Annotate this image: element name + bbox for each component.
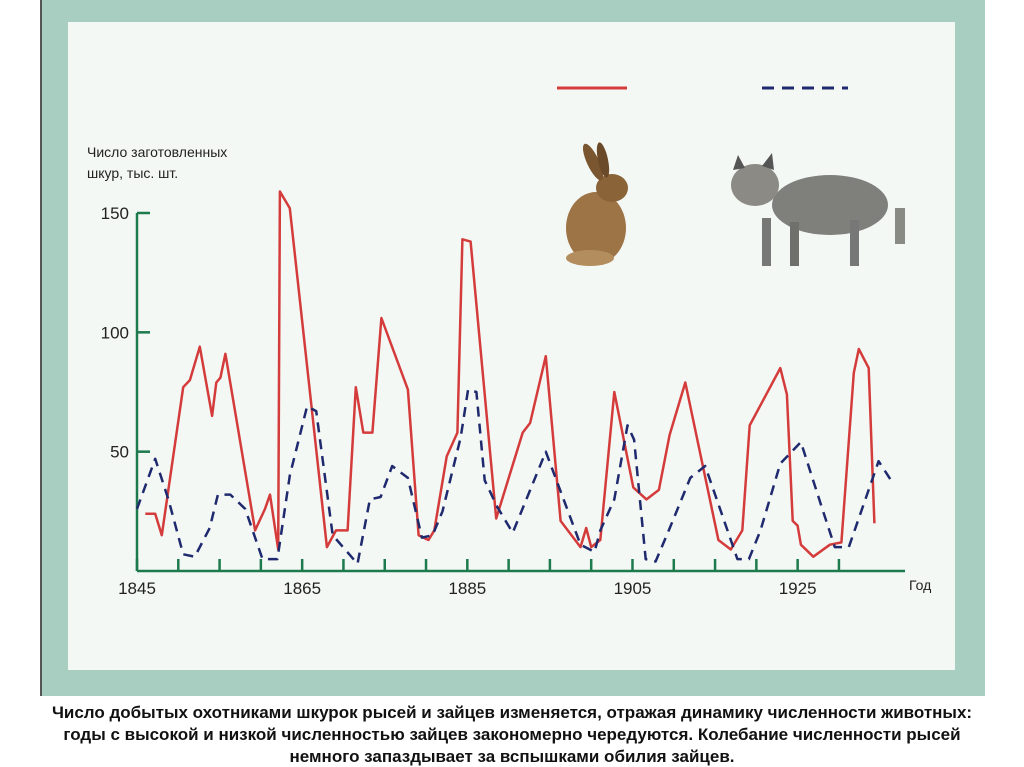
- hare-picture: [566, 142, 628, 266]
- y-tick-label: 150: [101, 204, 129, 223]
- y-tick-label: 100: [101, 323, 129, 342]
- x-tick-label: 1865: [283, 579, 321, 598]
- y-axis-label: шкур, тыс. шт.: [87, 165, 178, 181]
- x-tick-label: 1845: [118, 579, 156, 598]
- series-line: [135, 388, 894, 566]
- x-tick-label: 1905: [614, 579, 652, 598]
- caption-line: немного запаздывает за вспышками обилия …: [289, 747, 734, 766]
- x-tick-label: 1885: [448, 579, 486, 598]
- series-line: [145, 190, 876, 558]
- caption-line: Число добытых охотниками шкурок рысей и …: [52, 703, 972, 722]
- frame-edge: [40, 0, 42, 696]
- x-tick-label: 1925: [779, 579, 817, 598]
- chart-panel: [68, 22, 955, 670]
- lynx-picture: [731, 153, 905, 266]
- caption-line: годы с высокой и низкой численностью зай…: [63, 725, 960, 744]
- x-axis-label: Год: [909, 577, 931, 593]
- y-tick-label: 50: [110, 443, 129, 462]
- y-axis-label: Число заготовленных: [87, 144, 227, 160]
